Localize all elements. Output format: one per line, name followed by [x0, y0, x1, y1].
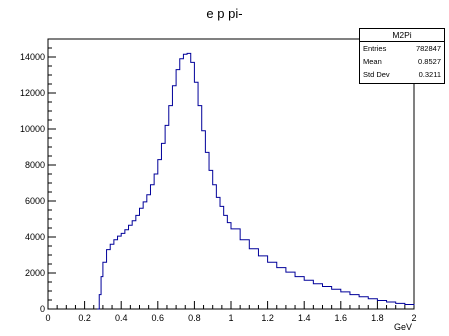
x-tick-label: 1 — [228, 313, 233, 323]
chart-title: e p pi- — [206, 6, 243, 21]
stats-row-entries: Entries 782847 — [360, 42, 444, 55]
y-tick-label: 4000 — [25, 232, 45, 242]
y-tick-label: 12000 — [20, 88, 45, 98]
y-tick-label: 6000 — [25, 196, 45, 206]
x-axis-title: GeV — [394, 322, 412, 332]
y-axis-ticks: 0 2000 4000 6000 8000 10000 12000 14000 — [20, 38, 56, 314]
x-tick-label: 0.6 — [152, 313, 165, 323]
x-tick-label: 2 — [411, 313, 416, 323]
stats-box: M2Pi Entries 782847 Mean 0.8527 Std Dev … — [359, 28, 445, 84]
y-tick-label: 2000 — [25, 268, 45, 278]
y-tick-label: 8000 — [25, 160, 45, 170]
x-tick-label: 1.6 — [335, 313, 348, 323]
x-tick-label: 0.4 — [115, 313, 128, 323]
stats-value: 782847 — [415, 44, 441, 53]
x-tick-label: 1.2 — [261, 313, 274, 323]
stats-label: Entries — [363, 44, 387, 53]
stats-box-title: M2Pi — [360, 29, 444, 42]
stats-label: Mean — [363, 57, 382, 66]
x-tick-label: 0.8 — [188, 313, 201, 323]
stats-value: 0.3211 — [418, 70, 441, 79]
x-tick-label: 0.2 — [78, 313, 91, 323]
stats-value: 0.8527 — [418, 57, 441, 66]
histogram-line — [97, 52, 415, 310]
stats-label: Std Dev — [363, 70, 390, 79]
x-tick-label: 1.4 — [298, 313, 311, 323]
y-tick-label: 10000 — [20, 124, 45, 134]
x-axis-ticks: 0 0.2 0.4 0.6 0.8 1 1.2 1.4 1.6 1.8 2 — [45, 301, 417, 323]
x-tick-label: 1.8 — [371, 313, 384, 323]
y-tick-label: 0 — [40, 304, 45, 314]
stats-row-mean: Mean 0.8527 — [360, 55, 444, 68]
x-tick-label: 0 — [45, 313, 50, 323]
y-tick-label: 14000 — [20, 52, 45, 62]
stats-row-stddev: Std Dev 0.3211 — [360, 68, 444, 81]
